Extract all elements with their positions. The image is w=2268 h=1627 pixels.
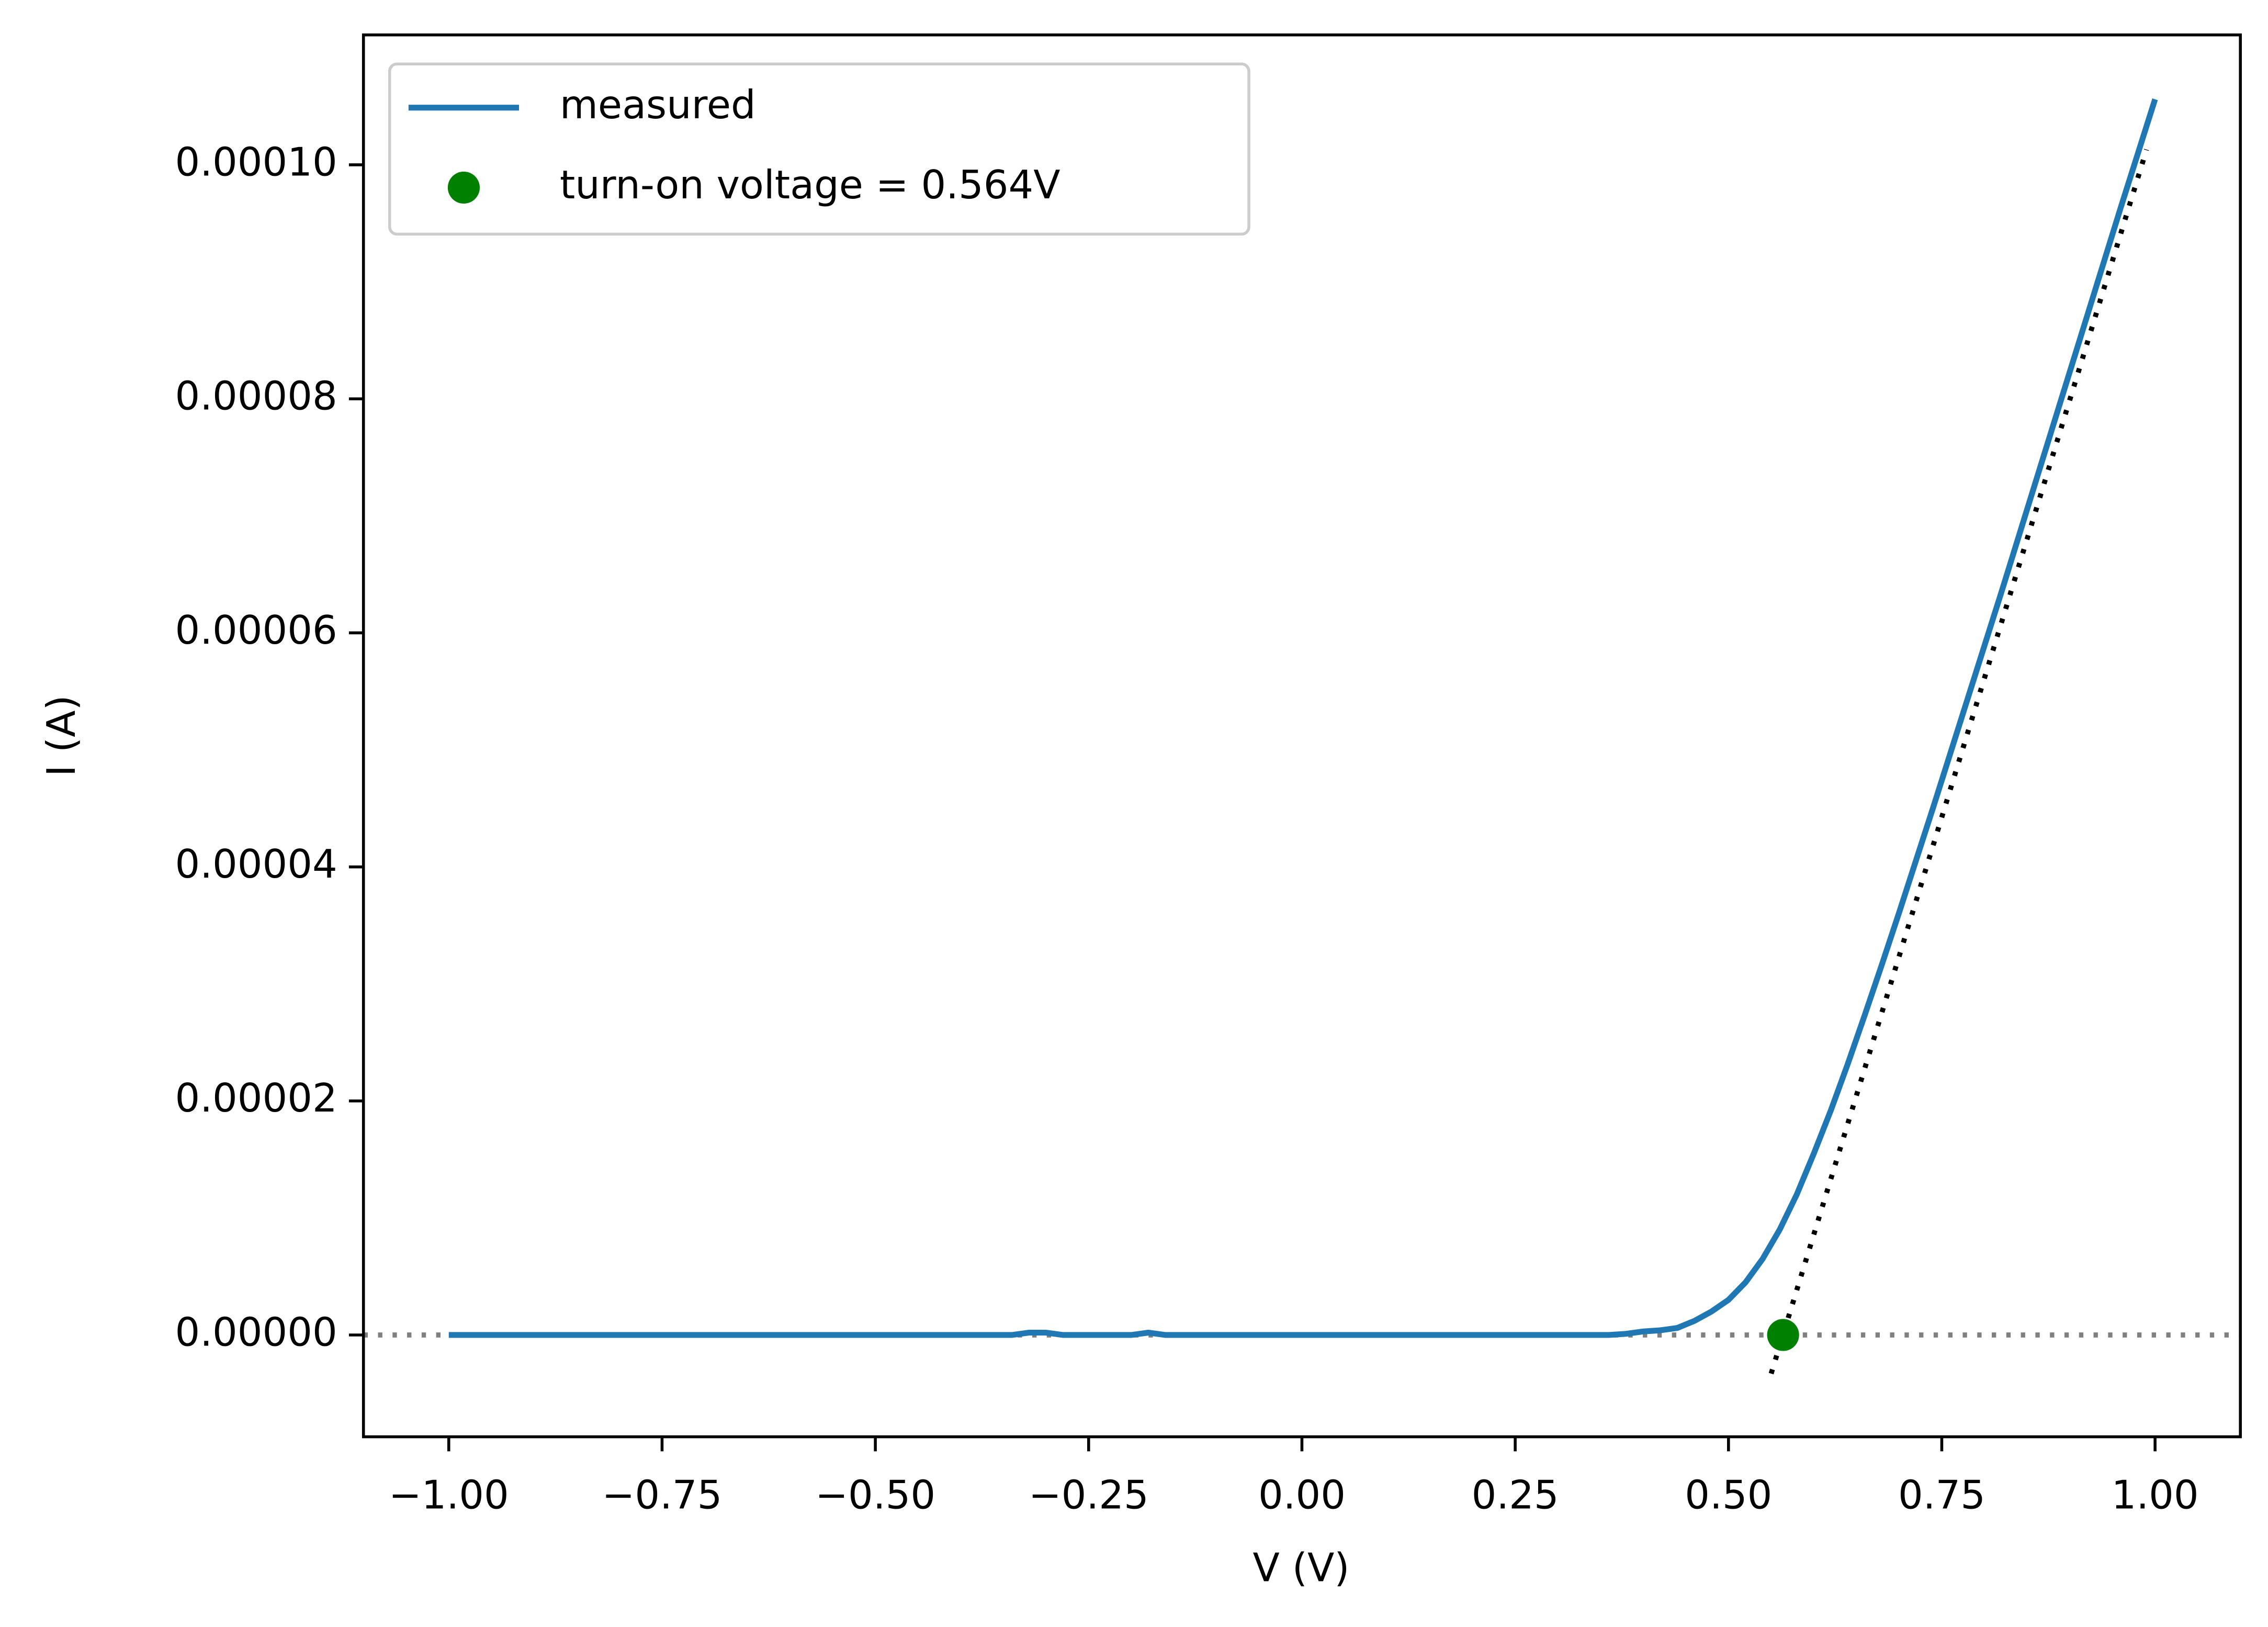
x-tick-label: −0.75 — [602, 1472, 723, 1518]
y-tick-label: 0.00000 — [175, 1309, 337, 1355]
x-axis-label: V (V) — [1253, 1545, 1350, 1591]
y-tick-label: 0.00010 — [175, 139, 337, 185]
y-tick-label: 0.00004 — [175, 841, 337, 887]
x-tick-label: 0.75 — [1898, 1472, 1985, 1518]
x-tick-label: 1.00 — [2112, 1472, 2199, 1518]
data-point — [1767, 1319, 1799, 1351]
y-tick-label: 0.00002 — [175, 1075, 337, 1121]
plot-frame — [362, 33, 2242, 1439]
legend-box — [388, 62, 1250, 236]
legend-label: turn-on voltage = 0.564V — [560, 162, 1060, 208]
legend-label: measured — [560, 82, 756, 128]
y-tick-label: 0.00008 — [175, 373, 337, 419]
y-axis-label: I (A) — [38, 695, 84, 777]
x-tick-label: −1.00 — [389, 1472, 509, 1518]
x-tick-label: 0.50 — [1685, 1472, 1772, 1518]
x-tick-label: 0.25 — [1472, 1472, 1559, 1518]
data-line — [448, 98, 2158, 1338]
x-tick-label: 0.00 — [1258, 1472, 1346, 1518]
y-tick-label: 0.00006 — [175, 607, 337, 653]
x-tick-label: −0.50 — [815, 1472, 935, 1518]
legend: measured turn-on voltage = 0.564V — [388, 62, 1250, 236]
legend-marker — [447, 171, 480, 204]
x-tick-label: −0.25 — [1029, 1472, 1149, 1518]
data-line — [1768, 149, 2149, 1375]
